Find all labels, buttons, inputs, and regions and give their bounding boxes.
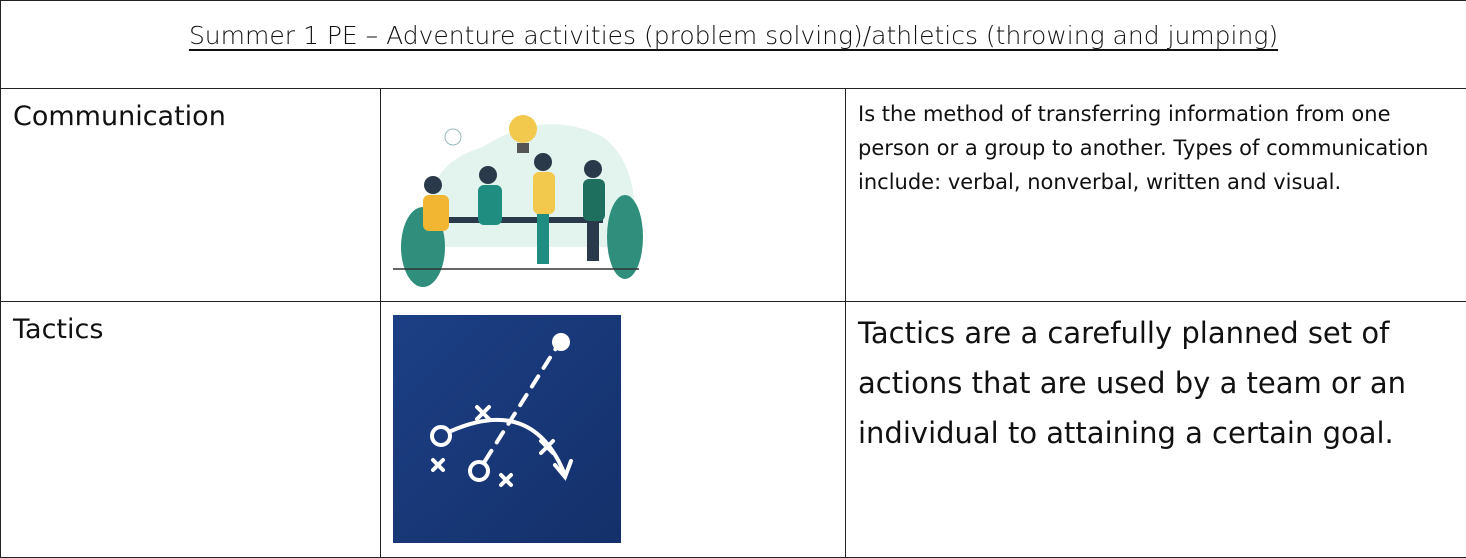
definition: Is the method of transferring informatio… xyxy=(846,89,1466,302)
communication-illustration xyxy=(393,107,653,297)
definition: Tactics are a carefully planned set of a… xyxy=(846,302,1466,558)
term: Tactics xyxy=(1,302,381,558)
title-cell: Summer 1 PE – Adventure activities (prob… xyxy=(1,1,1466,89)
image-cell xyxy=(381,89,846,302)
image-cell xyxy=(381,302,846,558)
tactics-illustration xyxy=(393,315,621,543)
term: Communication xyxy=(1,89,381,302)
title: Summer 1 PE – Adventure activities (prob… xyxy=(189,21,1278,50)
